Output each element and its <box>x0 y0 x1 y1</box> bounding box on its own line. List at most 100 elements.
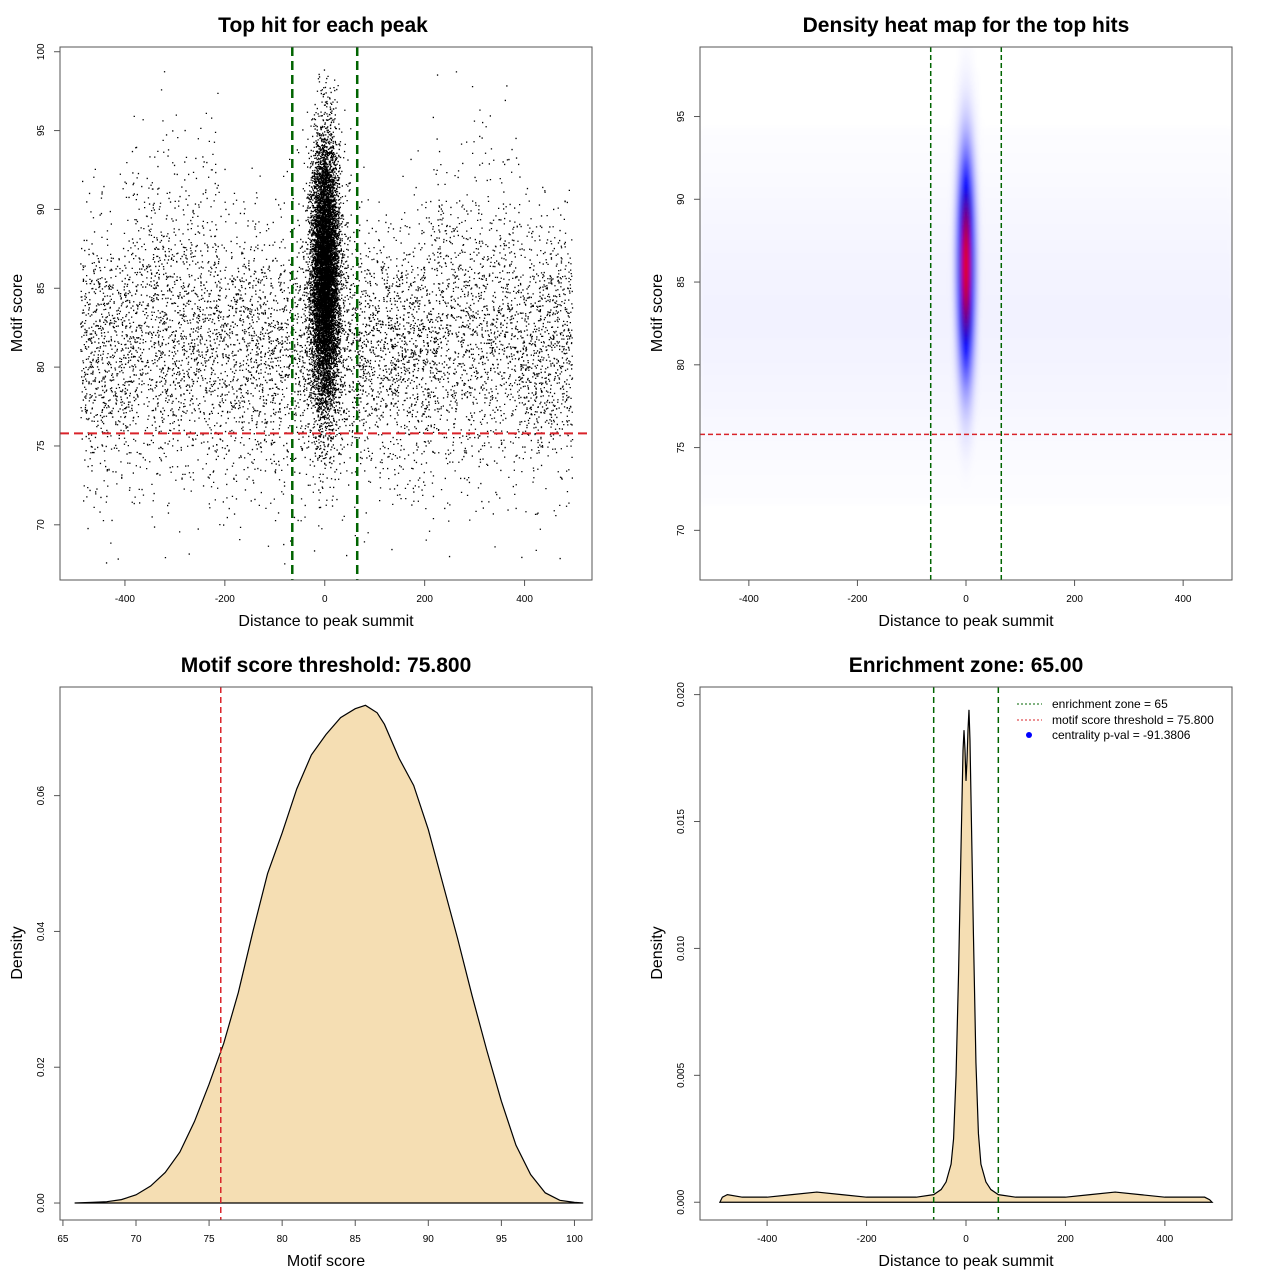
heatmap-cell <box>1131 446 1136 452</box>
heatmap-cell <box>949 477 955 483</box>
heatmap-cell <box>760 495 766 501</box>
heatmap-cell <box>986 406 991 412</box>
heatmap-cell <box>1082 362 1088 368</box>
heatmap-cell <box>1171 495 1177 501</box>
heatmap-cell <box>849 357 854 363</box>
heatmap-cell <box>1211 477 1217 483</box>
heatmap-cell <box>1002 349 1007 355</box>
heatmap-cell <box>1054 486 1060 492</box>
heatmap-cell <box>1103 482 1108 488</box>
heatmap-cell <box>1183 375 1189 381</box>
heatmap-cell <box>1227 349 1232 355</box>
heatmap-cell <box>1207 393 1213 399</box>
heatmap-cell <box>1187 486 1193 492</box>
heatmap-cell <box>1018 437 1024 443</box>
heatmap-cell <box>1058 451 1064 457</box>
heatmap-cell <box>808 349 814 355</box>
heatmap-cell <box>1107 468 1112 474</box>
heatmap-cell <box>764 335 770 341</box>
heatmap-cell <box>857 446 862 452</box>
heatmap-cell <box>1086 357 1092 363</box>
heatmap-cell <box>1155 464 1161 470</box>
heatmap-cell <box>1014 473 1019 479</box>
heatmap-cell <box>1010 415 1015 421</box>
heatmap-cell <box>720 366 725 372</box>
heatmap-cell <box>1030 415 1036 421</box>
heatmap-cell <box>828 357 834 363</box>
heatmap-cell <box>804 428 810 435</box>
heatmap-cell <box>917 433 923 439</box>
heatmap-cell <box>748 451 753 457</box>
heatmap-cell <box>881 384 886 390</box>
heatmap-cell <box>833 491 838 497</box>
heatmap-cell <box>1082 366 1088 372</box>
heatmap-cell <box>845 420 850 426</box>
heatmap-cell <box>1078 460 1084 466</box>
heatmap-cell <box>966 446 971 452</box>
heatmap-cell <box>740 455 745 461</box>
heatmap-cell <box>1094 451 1100 457</box>
heatmap-cell <box>1139 468 1144 474</box>
heatmap-cell <box>1127 446 1132 452</box>
heatmap-cell <box>1147 384 1152 390</box>
heatmap-cell <box>1191 424 1197 430</box>
heatmap-cell <box>897 491 903 497</box>
heatmap-cell <box>901 468 907 474</box>
heatmap-cell <box>909 468 915 474</box>
heatmap-cell <box>1111 482 1116 488</box>
heatmap-cell <box>986 357 991 363</box>
heatmap-cell <box>1030 353 1036 359</box>
heatmap-cell <box>901 389 907 395</box>
heatmap-cell <box>1014 464 1019 470</box>
heatmap-cell <box>1119 433 1124 439</box>
heatmap-cell <box>1014 460 1019 466</box>
heatmap-cell <box>905 500 911 506</box>
heatmap-cell <box>1143 495 1148 501</box>
heatmap-cell <box>953 335 959 341</box>
heatmap-cell <box>1219 375 1225 381</box>
heatmap-cell <box>857 371 862 377</box>
heatmap-cell <box>933 442 939 448</box>
heatmap-cell <box>1115 344 1120 350</box>
heatmap-cell <box>873 500 878 506</box>
heatmap-cell <box>1078 437 1084 443</box>
heatmap-cell <box>760 446 766 452</box>
heatmap-cell <box>1215 344 1221 350</box>
heatmap-cell <box>1086 442 1092 448</box>
heatmap-cell <box>970 371 975 377</box>
heatmap-cell <box>1086 495 1092 501</box>
heatmap-cell <box>1179 468 1185 474</box>
heatmap-cell <box>905 442 911 448</box>
heatmap-cell <box>808 428 814 435</box>
heatmap-cell <box>925 500 931 506</box>
heatmap-cell <box>816 460 822 466</box>
heatmap-cell <box>929 344 935 350</box>
heatmap-cell <box>833 451 838 457</box>
heatmap-cell <box>966 455 971 461</box>
heatmap-cell <box>933 335 939 341</box>
heatmap-cell <box>945 371 951 377</box>
heatmap-cell <box>1026 428 1032 435</box>
heatmap-cell <box>816 353 822 359</box>
heatmap-cell <box>861 464 866 470</box>
heatmap-cell <box>1107 473 1112 479</box>
heatmap-cell <box>704 357 709 363</box>
heatmap-cell <box>897 384 903 390</box>
heatmap-cell <box>700 486 705 492</box>
heatmap-cell <box>1010 411 1015 417</box>
heatmap-cell <box>804 442 810 448</box>
heatmap-cell <box>929 464 935 470</box>
heatmap-cell <box>1070 371 1076 377</box>
heatmap-cell <box>1159 393 1165 399</box>
heatmap-cell <box>1199 491 1205 497</box>
heatmap-cell <box>1099 486 1104 492</box>
heatmap-cell <box>776 455 782 461</box>
heatmap-cell <box>1139 349 1144 355</box>
heatmap-cell <box>1183 362 1189 368</box>
heatmap-cell <box>1042 491 1048 497</box>
heatmap-cell <box>953 446 959 452</box>
heatmap-cell <box>1002 415 1007 421</box>
heatmap-cell <box>982 357 987 363</box>
heatmap-cell <box>929 500 935 506</box>
heatmap-cell <box>1002 362 1007 368</box>
